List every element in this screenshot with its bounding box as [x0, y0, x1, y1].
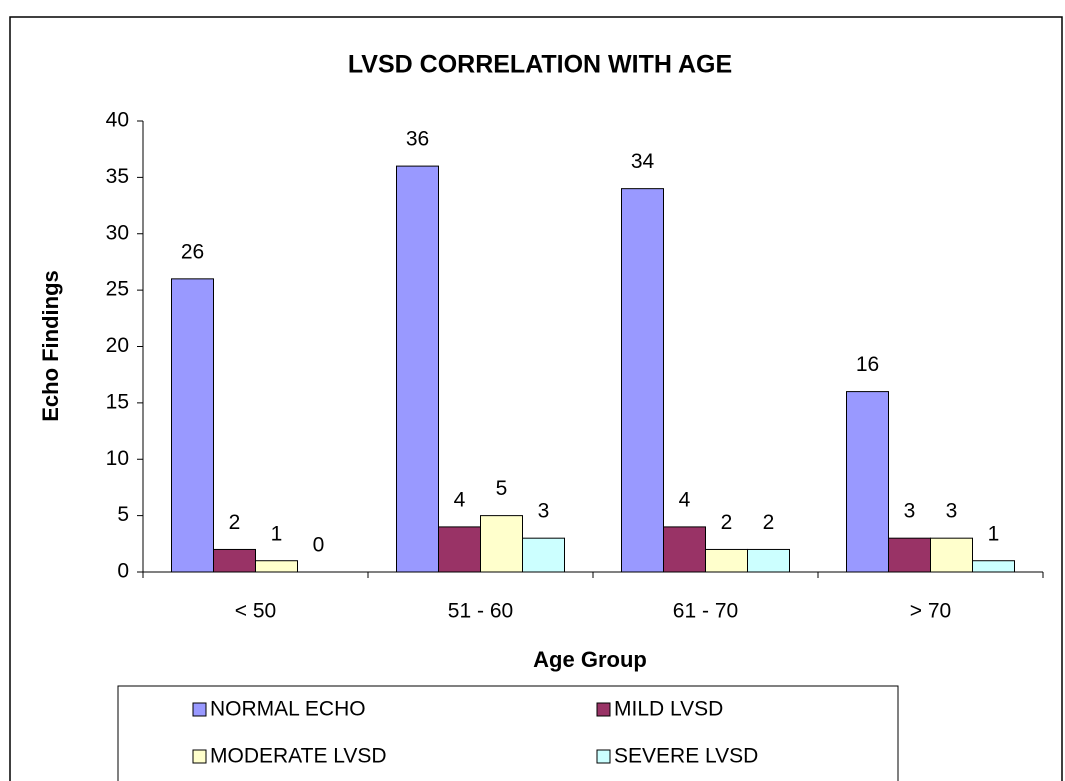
data-label: 2 — [721, 511, 733, 534]
bar — [621, 188, 664, 573]
x-tick-label: < 50 — [235, 600, 276, 623]
y-tick-label: 40 — [106, 109, 129, 132]
bar — [255, 560, 298, 573]
legend-swatch — [596, 749, 611, 764]
data-label: 4 — [454, 488, 466, 511]
legend-box — [117, 685, 899, 781]
y-axis-label: Echo Findings — [38, 270, 63, 422]
legend-label: MILD LVSD — [614, 698, 723, 721]
y-tick-label: 5 — [117, 503, 129, 526]
y-tick-label: 10 — [106, 447, 129, 470]
data-label: 4 — [679, 488, 691, 511]
y-tick-label: 15 — [106, 390, 129, 413]
legend-swatch — [596, 702, 611, 717]
y-tick-label: 30 — [106, 221, 129, 244]
bar — [522, 537, 565, 573]
legend-label: NORMAL ECHO — [210, 698, 366, 721]
bar — [480, 515, 523, 573]
bar — [705, 548, 748, 573]
data-label: 36 — [406, 128, 429, 151]
y-tick-label: 25 — [106, 278, 129, 301]
bar — [888, 537, 931, 573]
data-label: 1 — [271, 522, 283, 545]
data-label: 5 — [496, 477, 508, 500]
data-label: 34 — [631, 150, 655, 173]
bar — [438, 526, 481, 573]
bar — [747, 548, 790, 573]
x-tick-label: 61 - 70 — [673, 600, 738, 623]
legend-swatch — [192, 702, 207, 717]
data-label: 3 — [538, 500, 550, 523]
data-label: 16 — [856, 353, 879, 376]
y-tick-label: 20 — [106, 334, 129, 357]
bar — [663, 526, 706, 573]
data-label: 2 — [763, 511, 775, 534]
bar — [846, 391, 889, 573]
bar — [396, 165, 439, 573]
x-axis-label: Age Group — [533, 647, 647, 672]
data-label: 0 — [313, 534, 325, 557]
bar — [213, 548, 256, 573]
x-tick-label: > 70 — [910, 600, 951, 623]
data-label: 2 — [229, 511, 241, 534]
legend-label: SEVERE LVSD — [614, 745, 758, 768]
bar — [972, 560, 1015, 573]
y-tick-label: 0 — [117, 560, 129, 583]
bar — [171, 278, 214, 573]
legend-swatch — [192, 749, 207, 764]
y-tick-label: 35 — [106, 165, 129, 188]
x-tick-label: 51 - 60 — [448, 600, 513, 623]
bar — [930, 537, 973, 573]
data-label: 3 — [904, 500, 916, 523]
data-label: 1 — [988, 522, 1000, 545]
chart-title: LVSD CORRELATION WITH AGE — [348, 51, 732, 79]
data-label: 26 — [181, 240, 204, 263]
data-label: 3 — [946, 500, 958, 523]
legend-label: MODERATE LVSD — [210, 745, 387, 768]
